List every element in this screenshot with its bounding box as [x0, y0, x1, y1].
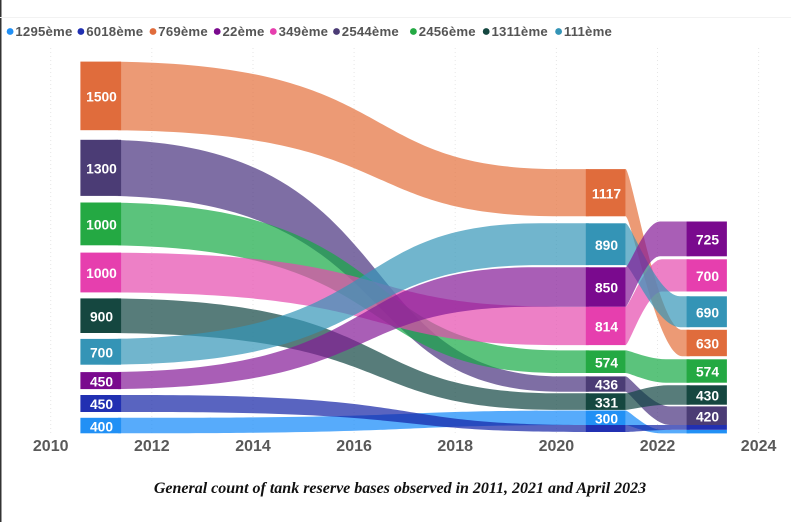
svg-text:900: 900	[90, 309, 113, 324]
svg-text:1300: 1300	[86, 162, 117, 177]
svg-text:690: 690	[696, 305, 719, 320]
svg-text:2016: 2016	[336, 438, 372, 455]
svg-text:430: 430	[696, 389, 719, 404]
svg-text:1000: 1000	[86, 218, 117, 233]
svg-text:436: 436	[595, 378, 618, 393]
svg-text:111ème: 111ème	[564, 24, 612, 39]
svg-text:450: 450	[90, 397, 113, 412]
svg-text:725: 725	[696, 233, 719, 248]
svg-text:574: 574	[696, 365, 719, 380]
svg-text:890: 890	[595, 238, 618, 253]
svg-text:331: 331	[595, 395, 618, 410]
svg-text:450: 450	[90, 374, 113, 389]
svg-text:22ème: 22ème	[223, 24, 265, 39]
svg-text:2020: 2020	[539, 438, 575, 455]
svg-text:850: 850	[595, 281, 618, 296]
svg-text:2012: 2012	[134, 438, 170, 455]
svg-text:574: 574	[595, 355, 618, 370]
svg-text:349ème: 349ème	[279, 24, 329, 39]
svg-text:769ème: 769ème	[158, 24, 208, 39]
svg-text:2024: 2024	[741, 438, 777, 455]
svg-text:2018: 2018	[437, 438, 473, 455]
svg-text:2022: 2022	[640, 438, 676, 455]
svg-text:6018ème: 6018ème	[86, 24, 143, 39]
svg-text:General count of tank reserve: General count of tank reserve bases obse…	[154, 480, 646, 497]
svg-text:2014: 2014	[235, 438, 271, 455]
svg-text:2544ème: 2544ème	[342, 24, 399, 39]
svg-text:700: 700	[696, 269, 719, 284]
svg-text:1117: 1117	[592, 186, 621, 201]
svg-text:2456ème: 2456ème	[419, 24, 476, 39]
svg-text:630: 630	[696, 337, 719, 352]
svg-text:1500: 1500	[86, 90, 117, 105]
svg-text:400: 400	[90, 419, 113, 434]
svg-text:1000: 1000	[86, 266, 117, 281]
svg-text:700: 700	[90, 346, 113, 361]
svg-text:814: 814	[595, 320, 618, 335]
svg-text:1295ème: 1295ème	[15, 24, 72, 39]
svg-text:1311ème: 1311ème	[492, 24, 548, 39]
svg-text:2010: 2010	[33, 438, 69, 455]
svg-text:300: 300	[595, 411, 618, 426]
svg-text:420: 420	[696, 409, 719, 424]
